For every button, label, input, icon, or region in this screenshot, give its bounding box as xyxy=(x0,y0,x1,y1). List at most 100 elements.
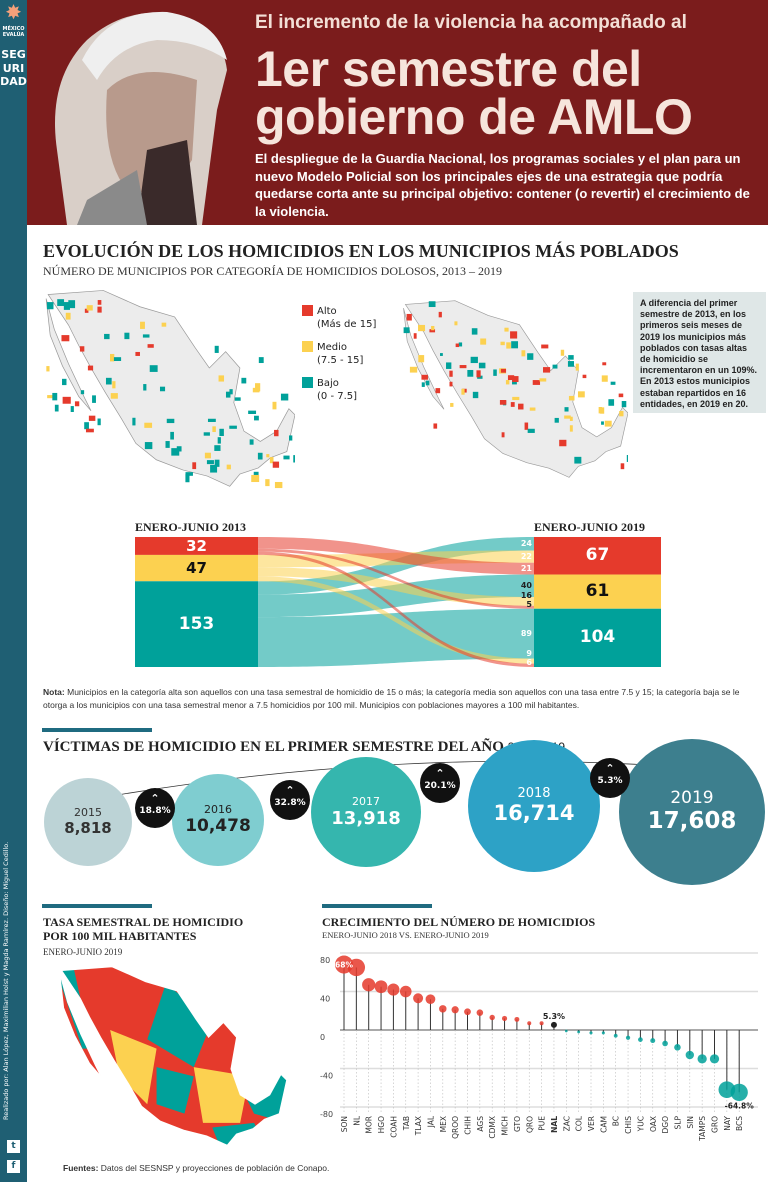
victims-bubble-2018: 2018 16,714 xyxy=(468,740,600,872)
municipality-mark xyxy=(185,472,193,476)
municipality-mark xyxy=(449,370,453,377)
municipality-mark xyxy=(428,301,436,308)
x-tick-label: SON xyxy=(340,1116,349,1132)
lollipop-point-dgo xyxy=(662,1040,668,1047)
y-tick-label: 80 xyxy=(320,956,330,965)
municipality-mark xyxy=(510,402,515,407)
municipality-mark xyxy=(541,344,549,349)
bubble-year: 2015 xyxy=(74,806,102,820)
sidebar: ✸ MÉXICO EVALÚA SEGURIDAD Realizado por:… xyxy=(0,0,27,1182)
note-label: Nota: xyxy=(43,687,65,697)
min-annotation: -64.8% xyxy=(725,1101,755,1110)
brand-logo: MÉXICO EVALÚA xyxy=(2,26,25,38)
x-tick-label: NAY xyxy=(723,1116,732,1131)
municipality-mark xyxy=(251,474,260,483)
municipality-mark xyxy=(207,418,216,422)
municipality-mark xyxy=(575,363,579,371)
total-2013-alto: 32 xyxy=(186,536,207,555)
x-tick-label: YUC xyxy=(636,1116,645,1132)
municipality-mark xyxy=(554,417,559,423)
municipality-mark xyxy=(449,381,453,387)
victims-bubble-2019: 2019 17,608 xyxy=(619,739,765,885)
municipality-mark xyxy=(403,327,410,334)
municipality-mark xyxy=(511,341,519,349)
municipality-mark xyxy=(226,464,231,470)
municipality-mark xyxy=(269,457,274,464)
x-tick-label: CHIS xyxy=(624,1116,633,1134)
growth-chart-title: CRECIMIENTO DEL NÚMERO DE HOMICIDIOS xyxy=(322,915,596,929)
rate-map-title-2: POR 100 MIL HABITANTES xyxy=(43,929,197,943)
municipality-mark xyxy=(601,375,608,382)
twitter-icon[interactable]: t xyxy=(7,1140,20,1153)
up-arrow-icon: ⌃ xyxy=(285,784,295,797)
x-tick-label: COL xyxy=(575,1115,584,1131)
municipality-mark xyxy=(598,406,602,414)
municipality-mark xyxy=(65,312,71,320)
change-value: 18.8% xyxy=(139,806,171,816)
x-tick-label: BC xyxy=(612,1116,621,1126)
municipality-mark xyxy=(70,406,74,412)
legend-medio: Medio (7.5 - 15] xyxy=(302,341,376,367)
municipality-mark xyxy=(618,393,624,398)
bubble-year: 2016 xyxy=(204,803,232,817)
municipality-mark xyxy=(493,369,497,376)
municipality-mark xyxy=(455,343,460,348)
lollipop-point-gto xyxy=(514,1016,520,1022)
municipality-mark xyxy=(272,461,280,468)
municipality-mark xyxy=(170,431,174,440)
municipality-mark xyxy=(500,341,505,346)
x-tick-label: GTO xyxy=(513,1116,522,1132)
municipality-mark xyxy=(105,377,112,385)
municipality-mark xyxy=(97,418,101,426)
municipality-mark xyxy=(229,425,237,429)
municipality-mark xyxy=(472,391,479,399)
x-tick-label: TLAX xyxy=(414,1116,423,1136)
bubble-value: 13,918 xyxy=(331,807,401,829)
info-box: A diferencia del primer semestre de 2013… xyxy=(633,292,766,413)
x-tick-label: TAMPS xyxy=(698,1116,707,1142)
sankey-flow-bajo-to-medio xyxy=(258,574,534,618)
municipality-mark xyxy=(406,313,412,321)
lollipop-point-tamps xyxy=(697,1054,707,1064)
municipality-mark xyxy=(518,403,524,410)
sankey-flow-alto-to-medio xyxy=(258,548,534,609)
municipality-mark xyxy=(283,455,290,460)
portrait-illustration xyxy=(55,11,227,225)
municipality-mark xyxy=(234,397,241,401)
municipality-mark xyxy=(84,308,89,313)
x-tick-label: MICH xyxy=(501,1116,510,1136)
facebook-icon[interactable]: f xyxy=(7,1160,20,1173)
lollipop-point-tlax xyxy=(413,993,424,1004)
municipality-mark xyxy=(413,333,417,339)
lollipop-point-mex xyxy=(439,1005,447,1013)
municipality-mark xyxy=(543,367,551,373)
municipality-mark xyxy=(142,334,150,338)
municipality-mark xyxy=(476,370,481,378)
municipality-mark xyxy=(219,428,224,436)
map-2013 xyxy=(45,290,295,489)
x-tick-label: OAX xyxy=(649,1116,658,1132)
municipality-mark xyxy=(249,439,254,445)
municipality-mark xyxy=(467,369,474,377)
municipality-mark xyxy=(214,459,220,467)
x-tick-label: CAM xyxy=(599,1116,608,1133)
municipality-mark xyxy=(470,356,478,364)
legend-label: Medio xyxy=(317,342,348,353)
municipality-mark xyxy=(438,311,442,318)
municipality-mark xyxy=(85,428,94,433)
municipality-mark xyxy=(529,407,536,411)
municipality-mark xyxy=(421,382,425,387)
municipality-mark xyxy=(229,389,233,395)
municipality-mark xyxy=(124,332,130,340)
x-tick-label: HGO xyxy=(377,1116,386,1133)
y-tick-label: -40 xyxy=(320,1072,333,1081)
sankey-right-label: ENERO-JUNIO 2019 xyxy=(534,520,646,534)
bar-2013-alto xyxy=(135,537,258,555)
municipality-mark xyxy=(512,376,519,383)
lollipop-point-pue xyxy=(539,1021,544,1026)
municipality-mark xyxy=(258,357,264,364)
y-tick-label: -80 xyxy=(320,1110,333,1119)
total-2019-medio: 61 xyxy=(585,581,610,602)
flow-value: 5 xyxy=(526,599,532,609)
municipality-mark xyxy=(46,302,54,310)
